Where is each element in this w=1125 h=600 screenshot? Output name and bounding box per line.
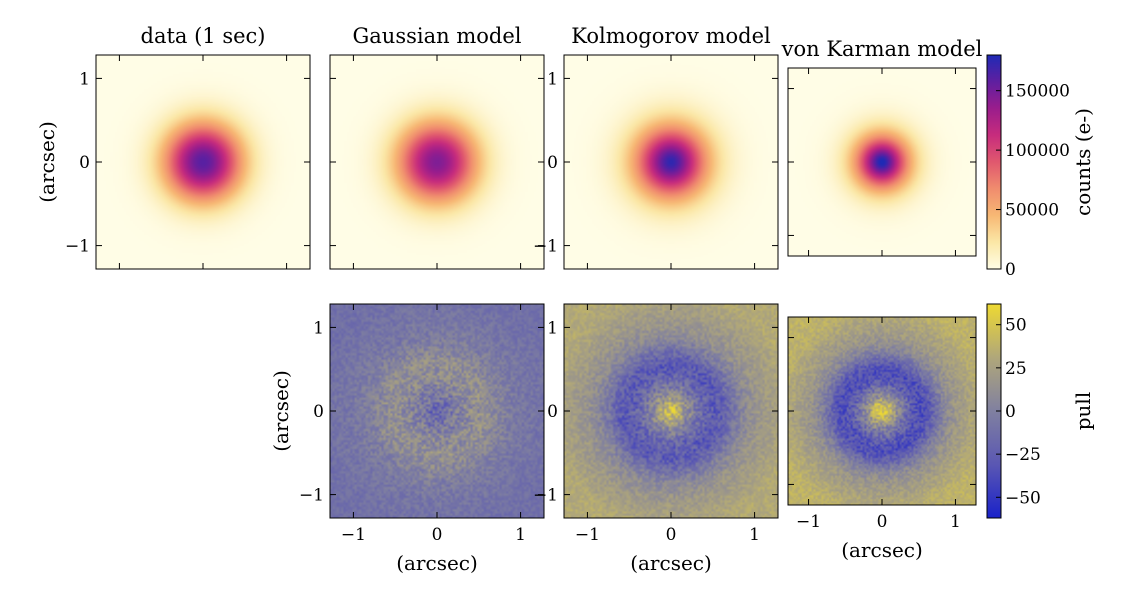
heatmap-data (96, 55, 310, 269)
x-tick-label: −1 (341, 525, 366, 545)
panel-kolmo_pull: −1 0 1 −1 0 1 (arcsec) (533, 303, 779, 575)
colorbar-tick-label: 0 (1005, 260, 1016, 280)
x-tick-label: 0 (432, 525, 443, 545)
x-axis-label: (arcsec) (841, 538, 923, 562)
heatmap-vonk_pull (788, 317, 976, 505)
colorbar-tick-label: 100000 (1005, 141, 1070, 161)
y-tick-label: −1 (533, 486, 558, 506)
panel-title: data (1 sec) (141, 24, 266, 48)
panel-vonk: von Karman model (781, 37, 983, 257)
y-tick-label: 0 (79, 153, 90, 173)
y-tick-label: −1 (533, 237, 558, 257)
x-tick-label: 1 (950, 512, 961, 532)
y-tick-label: 0 (547, 153, 558, 173)
y-tick-label: 1 (79, 69, 90, 89)
x-tick-label: 0 (877, 512, 888, 532)
x-tick-label: 1 (515, 525, 526, 545)
panel-data: −1 0 1 data (1 sec) (arcsec) (35, 24, 311, 270)
colorbar-tick-label: −25 (1005, 445, 1041, 465)
colorbar-tick-label: 50 (1005, 316, 1027, 336)
heatmap-gauss (330, 55, 544, 269)
colorbar-tick-label: −50 (1005, 488, 1041, 508)
colorbar-pull: −50 −25 0 25 50 pull (986, 303, 1095, 519)
colorbar-tick-label: 0 (1005, 402, 1016, 422)
x-tick-label: −1 (796, 512, 821, 532)
x-axis-label: (arcsec) (396, 551, 478, 575)
heatmap-vonk (788, 68, 976, 256)
panel-title: Gaussian model (353, 24, 522, 48)
panel-title: von Karman model (781, 37, 983, 61)
y-tick-label: −1 (299, 486, 324, 506)
panel-vonk_pull: −1 0 1 (arcsec) (787, 316, 977, 562)
heatmap-kolmo_pull (564, 304, 778, 518)
panels: −1 0 1 data (1 sec) (arcsec) Gaussian model −1… (35, 24, 983, 575)
y-axis-label: (arcsec) (269, 370, 293, 452)
y-axis-label: (arcsec) (35, 121, 59, 203)
panel-gauss: Gaussian model (329, 24, 545, 270)
colorbar-tick-label: 25 (1005, 359, 1027, 379)
colorbar-gradient (986, 54, 1002, 270)
y-tick-label: 1 (313, 318, 324, 338)
y-tick-label: 0 (547, 402, 558, 422)
panel-kolmo: −1 0 1 Kolmogorov model (533, 24, 779, 270)
colorbar-tick-label: 50000 (1005, 201, 1059, 221)
colorbar-label: pull (1071, 392, 1095, 430)
panel-gauss_pull: −1 0 1 −1 0 1 (arcsec) (arcsec) (269, 303, 545, 575)
y-tick-label: 1 (547, 318, 558, 338)
y-tick-label: 0 (313, 402, 324, 422)
x-axis-label: (arcsec) (630, 551, 712, 575)
x-tick-label: −1 (575, 525, 600, 545)
panel-title: Kolmogorov model (571, 24, 771, 48)
y-tick-label: −1 (65, 237, 90, 257)
y-tick-label: 1 (547, 69, 558, 89)
colorbar-label: counts (e-) (1071, 108, 1095, 216)
colorbar-tick-label: 150000 (1005, 82, 1070, 102)
heatmap-gauss_pull (330, 304, 544, 518)
x-tick-label: 0 (666, 525, 677, 545)
x-tick-label: 1 (749, 525, 760, 545)
heatmap-kolmo (564, 55, 778, 269)
